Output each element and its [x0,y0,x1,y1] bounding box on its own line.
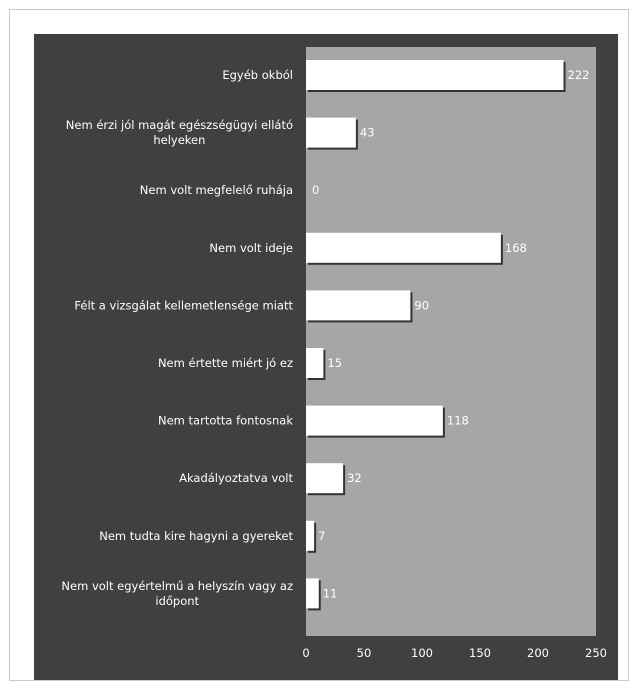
bar [306,348,324,378]
data-label: 43 [360,126,375,140]
category-label: Félt a vizsgálat kellemetlensége miatt [74,298,293,312]
bar [306,578,319,609]
chart-frame: Egyéb okból Nem érzi jól magát egészségüg… [9,9,629,681]
bar [306,463,344,494]
category-label: Nem volt megfelelő ruhája [140,183,293,197]
value-labels: 222 43 0 168 90 15 118 32 7 11 [312,68,589,600]
category-label: Nem értette miért jó ez [158,356,293,370]
x-axis-ticks: 0 50 100 150 200 250 [302,646,607,660]
category-label: Nem volt ideje [209,241,293,255]
category-label: Akadályoztatva volt [179,471,293,485]
bar [306,117,356,148]
bar [306,290,411,321]
data-label: 15 [327,356,342,370]
bar-chart: Egyéb okból Nem érzi jól magát egészségüg… [34,34,618,680]
data-label: 222 [568,68,590,82]
data-label: 11 [323,586,338,600]
x-tick-label: 100 [411,646,433,660]
x-tick-label: 0 [302,646,309,660]
category-label: Nem tudta kire hagyni a gyereket [99,529,293,543]
data-label: 168 [505,241,527,255]
bars-group [306,60,566,611]
category-label: Nem érzi jól magát egészségügyi ellátó he… [66,118,293,147]
x-tick-label: 200 [527,646,549,660]
data-label: 7 [318,529,325,543]
data-label: 32 [347,471,362,485]
bar [306,520,315,551]
bar [306,60,564,90]
data-label: 118 [447,414,469,428]
category-label: Nem volt egyértelmű a helyszín vagy az id… [61,579,293,608]
category-labels: Egyéb okból Nem érzi jól magát egészségüg… [61,68,293,608]
x-tick-label: 50 [357,646,372,660]
category-label: Nem tartotta fontosnak [158,414,293,428]
data-label: 90 [414,298,429,312]
category-label: Egyéb okból [222,68,293,82]
bar [306,405,443,436]
data-label: 0 [312,183,319,197]
x-tick-label: 250 [585,646,607,660]
x-tick-label: 150 [469,646,491,660]
bar [306,232,501,263]
